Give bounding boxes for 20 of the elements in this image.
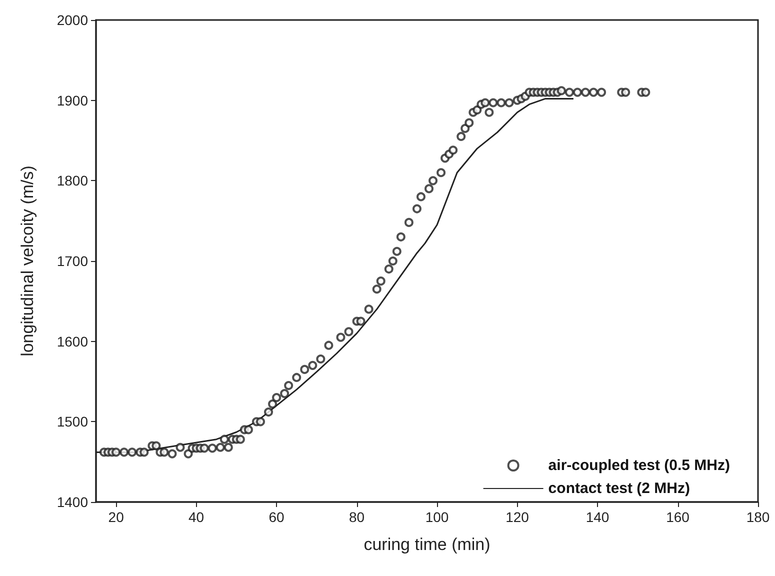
y-tick-label: 1600 [56, 333, 88, 350]
x-axis-title: curing time (min) [364, 535, 490, 554]
legend-label: air-coupled test (0.5 MHz) [548, 457, 730, 474]
x-tick-label: 20 [108, 509, 124, 525]
x-tick-label: 140 [586, 509, 610, 525]
y-tick-label: 1700 [56, 253, 88, 269]
x-tick-label: 60 [268, 509, 285, 525]
x-tick-label: 120 [506, 509, 530, 525]
x-tick-label: 80 [349, 509, 365, 525]
legend-label: contact test (2 MHz) [548, 480, 690, 497]
y-tick-label: 1400 [56, 494, 88, 510]
y-tick-label: 1900 [56, 92, 88, 108]
y-tick-label: 2000 [56, 12, 88, 28]
x-tick-label: 160 [666, 509, 690, 525]
x-tick-label: 40 [188, 509, 204, 525]
y-tick-label: 1800 [56, 172, 88, 189]
x-tick-label: 100 [425, 509, 449, 525]
x-tick-label: 180 [746, 509, 770, 525]
y-axis-title: longitudinal velcoity (m/s) [18, 166, 37, 356]
y-tick-label: 1500 [56, 414, 88, 430]
